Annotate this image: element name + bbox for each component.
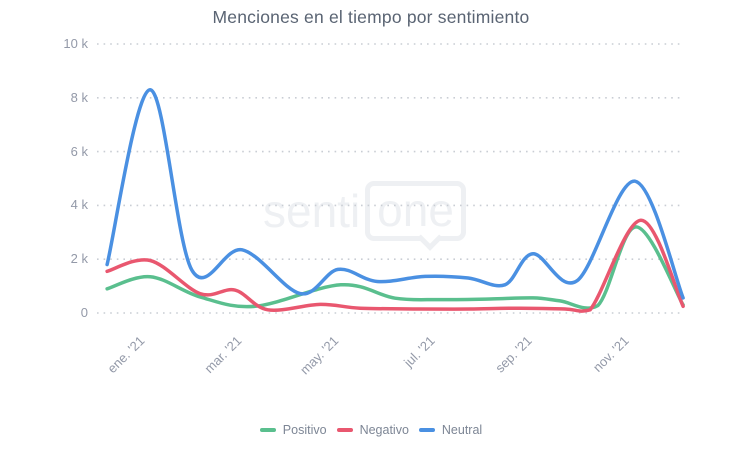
y-axis-tick-label: 2 k [70, 251, 88, 267]
chart-title: Menciones en el tiempo por sentimiento [212, 7, 530, 27]
watermark-text-one: one [377, 184, 454, 236]
legend-item-negativo[interactable]: Negativo [336, 423, 409, 437]
y-axis-tick-label: 0 [80, 305, 88, 320]
y-axis-tick-label: 4 k [70, 197, 88, 213]
legend-swatch-icon [336, 428, 353, 432]
series-line-positivo[interactable] [105, 225, 685, 310]
legend-label: Positivo [282, 423, 327, 437]
sentione-watermark: senti one [263, 181, 466, 251]
legend-item-neutral[interactable]: Neutral [418, 423, 483, 437]
y-axis-tick-label: 8 k [70, 89, 88, 105]
series-line-neutral[interactable] [105, 87, 685, 300]
series-line-negativo[interactable] [105, 218, 685, 313]
legend-swatch-icon [259, 428, 276, 432]
watermark-text-senti: senti [263, 185, 361, 237]
legend-label: Negativo [359, 423, 409, 437]
legend: Positivo Negativo Neutral [0, 423, 742, 437]
y-axis-tick-label: 6 k [70, 143, 88, 159]
y-axis-tick-label: 10 k [63, 36, 88, 51]
legend-item-positivo[interactable]: Positivo [259, 423, 327, 437]
legend-label: Neutral [441, 423, 483, 437]
watermark-speech-bubble: one [365, 181, 466, 251]
legend-swatch-icon [418, 428, 435, 432]
